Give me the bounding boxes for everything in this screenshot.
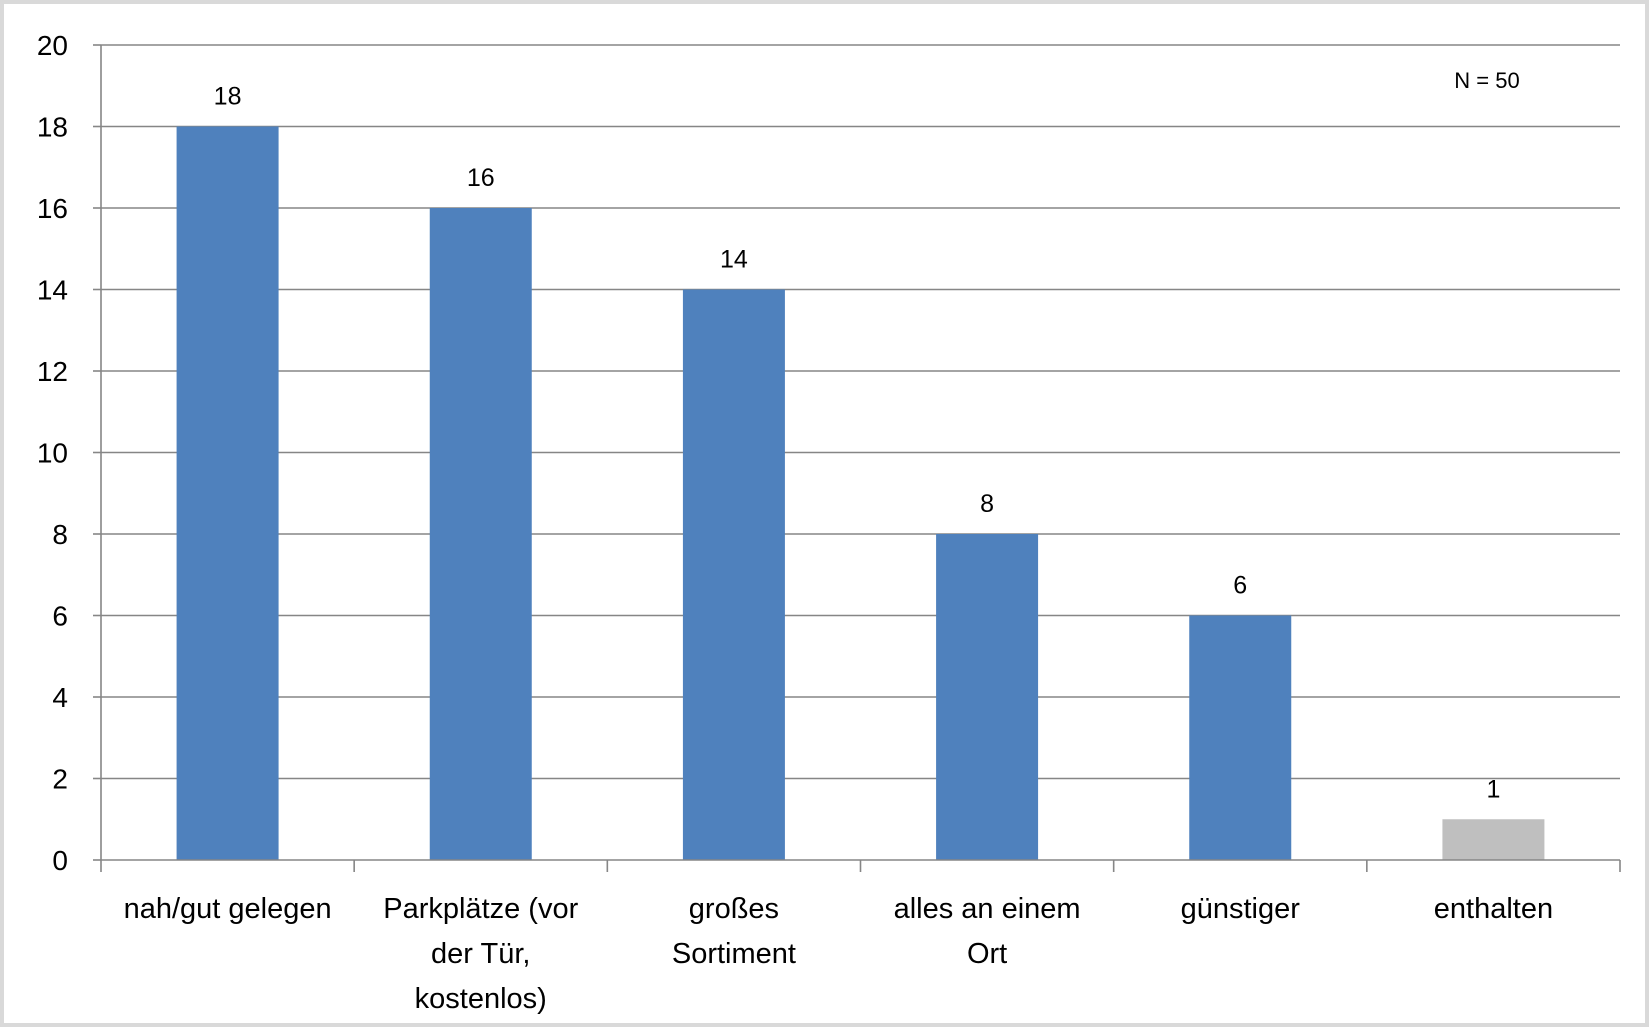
bar: [1442, 819, 1545, 860]
data-label: 6: [1233, 572, 1247, 600]
gridlines: [101, 44, 1620, 780]
bar: [1189, 615, 1292, 860]
category-label: Parkplätze (vor der Tür, kostenlos): [383, 893, 578, 1015]
data-label: 14: [720, 246, 748, 274]
category-label-line: günstiger: [1181, 893, 1301, 925]
category-label: enthalten: [1434, 893, 1553, 925]
category-label-line: alles an einem: [894, 893, 1081, 925]
y-tick-label: 18: [37, 112, 68, 143]
bar: [936, 534, 1039, 860]
category-label-line: Parkplätze (vor: [383, 893, 578, 925]
bar: [176, 126, 279, 860]
y-tick-label: 12: [37, 356, 68, 387]
y-tick-label: 14: [37, 275, 68, 306]
axes: [93, 44, 1621, 872]
category-label: alles an einem Ort: [894, 893, 1081, 970]
category-label-line: nah/gut gelegen: [124, 893, 332, 925]
y-tick-label: 16: [37, 193, 68, 224]
bars: [176, 126, 1545, 860]
category-labels: nah/gut gelegen Parkplätze (vor der Tür, ko…: [124, 893, 1554, 1015]
category-label: günstiger: [1181, 893, 1301, 925]
category-label-line: kostenlos): [415, 983, 547, 1015]
y-tick-label: 10: [37, 438, 68, 469]
category-label-line: enthalten: [1434, 893, 1553, 925]
bar: [682, 289, 785, 860]
category-label: großes Sortiment: [672, 893, 796, 970]
bar: [429, 208, 532, 860]
category-label-line: Sortiment: [672, 938, 796, 970]
y-tick-label: 8: [52, 519, 68, 550]
y-tick-label: 0: [52, 845, 68, 876]
data-label: 1: [1486, 775, 1500, 803]
y-tick-label: 2: [52, 764, 68, 795]
data-label: 18: [214, 83, 242, 111]
y-tick-label: 20: [37, 30, 68, 61]
category-label-line: Ort: [967, 938, 1007, 970]
category-label: nah/gut gelegen: [124, 893, 332, 925]
category-label-line: der Tür,: [431, 938, 530, 970]
category-label-line: großes: [689, 893, 779, 925]
sample-size-note: N = 50: [1454, 68, 1519, 93]
y-tick-label: 4: [52, 682, 68, 713]
data-label: 8: [980, 490, 994, 518]
y-tick-labels: 0 2 4 6 8 10 12 14 16 18 20: [37, 30, 68, 876]
y-tick-label: 6: [52, 601, 68, 632]
data-labels: 18 16 14 8 6 1: [214, 83, 1501, 804]
data-label: 16: [467, 164, 495, 192]
